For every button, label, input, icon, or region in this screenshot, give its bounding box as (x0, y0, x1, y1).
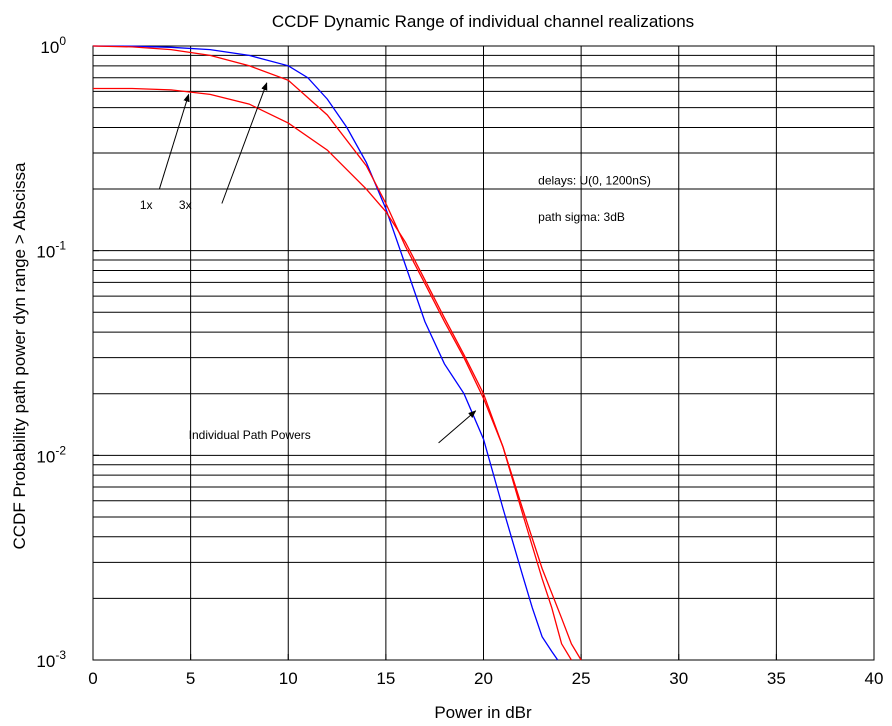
y-tick-label: 100 (40, 34, 66, 57)
x-tick-label: 35 (767, 669, 786, 688)
y-tick-label: 10-2 (36, 443, 66, 466)
x-tick-label: 20 (474, 669, 493, 688)
annotation-arrows (158, 82, 477, 444)
annotation-arrow-1 (158, 93, 190, 190)
series-line-1 (92, 45, 559, 661)
annotation-text-5: Individual Path Powers (189, 428, 311, 442)
y-axis-ticks: 100 10-1 10-2 10-3 (36, 34, 99, 671)
y-axis-label: CCDF Probability path power dyn range > … (10, 162, 29, 549)
grid (93, 46, 874, 660)
x-axis-label: Power in dBr (434, 703, 532, 722)
x-tick-label: 25 (572, 669, 591, 688)
series-line-3 (93, 87, 582, 661)
x-tick-label: 0 (88, 669, 97, 688)
annotation-arrow-3 (438, 410, 477, 444)
annotation-text-1: 1x (140, 198, 153, 212)
x-tick-label: 15 (376, 669, 395, 688)
annotation-arrow-2 (221, 82, 268, 204)
annotations: 1x 3x delays: U(0, 1200nS) path sigma: 3dB I… (140, 174, 651, 442)
x-tick-label: 40 (865, 669, 884, 688)
data-series (92, 45, 582, 661)
annotation-text-4: path sigma: 3dB (538, 210, 625, 224)
series-line-2 (92, 45, 572, 661)
annotation-text-2: 3x (179, 198, 192, 212)
x-tick-label: 5 (186, 669, 195, 688)
x-tick-label: 30 (669, 669, 688, 688)
y-tick-label: 10-1 (36, 239, 66, 262)
x-axis-ticks: 0 5 10 15 20 25 30 35 40 (88, 654, 883, 688)
x-tick-label: 10 (279, 669, 298, 688)
y-tick-label: 10-3 (36, 648, 66, 671)
chart-title: CCDF Dynamic Range of individual channel… (272, 12, 694, 31)
annotation-text-3: delays: U(0, 1200nS) (538, 174, 651, 188)
